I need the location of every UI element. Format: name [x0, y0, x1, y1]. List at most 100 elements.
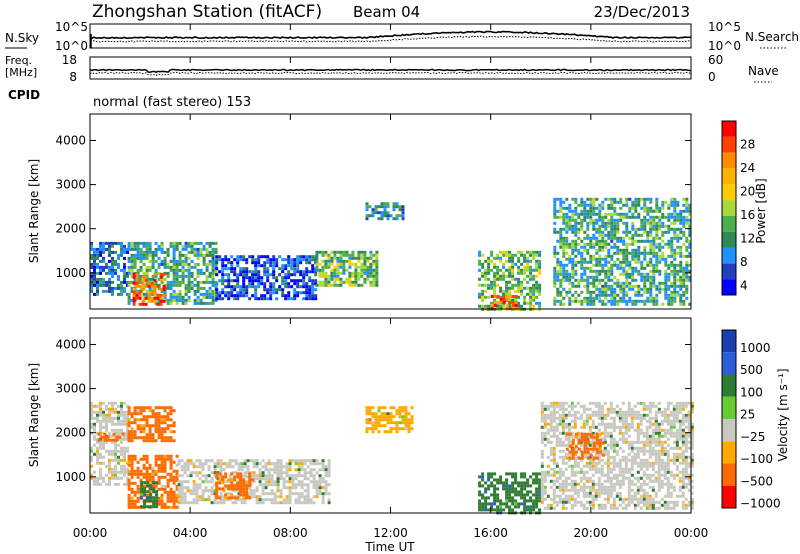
data-patch — [132, 272, 166, 306]
velocity-colorbar-tick: 25 — [740, 408, 755, 422]
time-tick-label: 04:00 — [173, 526, 208, 540]
y-tick-label: 2000 — [55, 426, 86, 440]
nave-line — [89, 71, 692, 76]
date-label: 23/Dec/2013 — [594, 3, 690, 21]
power-y-axis-label: Slant Range [km] — [27, 159, 41, 263]
data-patch — [215, 472, 255, 500]
power-colorbar-swatches: 28 24 20 16 12 8 4 — [721, 120, 755, 296]
y-tick-label: 3000 — [55, 178, 86, 192]
time-tick-label: 08:00 — [273, 526, 308, 540]
nave-label: Nave — [748, 64, 779, 78]
data-patch — [478, 472, 542, 515]
noise-sky-line — [89, 30, 691, 40]
power-colorbar-tick: 20 — [740, 185, 755, 199]
data-patch — [540, 401, 694, 510]
data-patch — [365, 406, 414, 434]
noise-search-line — [89, 35, 691, 43]
y-tick-label: 1000 — [55, 266, 86, 280]
time-tick-label: 16:00 — [473, 526, 508, 540]
data-patch — [127, 406, 176, 443]
data-patch — [490, 294, 518, 310]
velocity-colorbar-tick: −1000 — [740, 497, 781, 511]
velocity-colorbar-swatch — [722, 463, 736, 486]
velocity-colorbar-swatches: 1000 500 100 25 −25 −100 −500 −1000 — [721, 329, 781, 511]
power-colorbar-swatch — [722, 279, 736, 295]
noise-left-tick-top: 10^5 — [55, 20, 88, 34]
power-colorbar-tick: 12 — [740, 232, 755, 246]
y-tick-label: 1000 — [55, 470, 86, 484]
velocity-colorbar-tick: 500 — [740, 363, 763, 377]
velocity-colorbar-tick: −25 — [740, 430, 765, 444]
time-tick-label: 00:00 — [73, 526, 108, 540]
figure-title: Zhongshan Station (fitACF) — [92, 2, 322, 22]
power-colorbar-swatch — [722, 231, 736, 248]
velocity-y-axis: 1000 2000 3000 4000 — [55, 337, 691, 484]
velocity-colorbar-swatch — [722, 352, 736, 375]
data-patch — [365, 202, 405, 221]
power-y-axis: 1000 2000 3000 4000 — [55, 133, 691, 280]
frequency-label: Freq. — [5, 54, 32, 67]
time-tick-label: 12:00 — [373, 526, 408, 540]
velocity-colorbar-tick: 1000 — [740, 341, 771, 355]
nave-tick-top: 60 — [708, 53, 723, 67]
noise-right-tick-bottom: 10^0 — [708, 39, 741, 53]
noise-right-label: N.Search — [745, 30, 799, 44]
nave-tick-bottom: 0 — [708, 70, 716, 84]
power-colorbar-swatch — [722, 263, 736, 280]
y-tick-label: 4000 — [55, 337, 86, 351]
power-colorbar-swatch — [722, 184, 736, 201]
time-tick-label: 00:00 — [674, 526, 709, 540]
velocity-y-axis-label: Slant Range [km] — [27, 363, 41, 467]
power-heatmap — [90, 197, 692, 311]
frequency-line — [89, 68, 692, 74]
velocity-colorbar-swatch — [722, 396, 736, 420]
data-patch — [90, 241, 129, 296]
y-tick-label: 2000 — [55, 222, 86, 236]
frequency-unit-label: [MHz] — [5, 66, 37, 79]
data-patch — [140, 481, 159, 509]
power-colorbar-swatch — [722, 247, 736, 264]
cpid-label: CPID — [8, 88, 40, 102]
data-patch — [90, 401, 129, 486]
time-axis: 00:00 04:00 08:00 12:00 16:00 20:00 00:00 — [73, 24, 709, 540]
power-colorbar-tick: 16 — [740, 208, 755, 222]
velocity-colorbar-tick: 100 — [740, 385, 763, 399]
velocity-colorbar-swatch — [722, 441, 736, 464]
noise-panel: N.Sky 10^5 10^0 10^5 10^0 N.Search — [5, 20, 799, 53]
beam-label: Beam 04 — [353, 3, 420, 21]
power-colorbar-tick: 24 — [740, 161, 755, 175]
power-colorbar-swatch — [722, 136, 736, 153]
velocity-colorbar-swatch — [722, 374, 736, 397]
power-colorbar: 28 24 20 16 12 8 4 Power [dB] — [721, 120, 768, 296]
velocity-heatmap — [90, 401, 694, 515]
power-colorbar-tick: 4 — [740, 279, 748, 293]
power-colorbar-swatch — [722, 168, 736, 185]
time-axis-label: Time UT — [364, 540, 415, 554]
time-tick-label: 20:00 — [574, 526, 609, 540]
data-patch — [315, 250, 379, 287]
velocity-colorbar-swatch — [722, 419, 736, 442]
noise-right-tick-top: 10^5 — [708, 20, 741, 34]
power-colorbar-swatch — [722, 215, 736, 232]
power-colorbar-tick: 28 — [740, 138, 755, 152]
data-patch — [565, 432, 605, 460]
power-colorbar-swatch — [722, 200, 736, 216]
power-panel: 1000 2000 3000 4000 Slant Range [km] — [27, 113, 692, 311]
power-colorbar-label: Power [dB] — [754, 178, 768, 243]
power-colorbar-tick: 8 — [740, 255, 748, 269]
velocity-panel: 1000 2000 3000 4000 Slant Range [km] — [27, 317, 694, 515]
data-patch — [177, 459, 331, 505]
frequency-tick-bottom: 8 — [69, 70, 77, 84]
velocity-colorbar-swatch — [722, 330, 736, 353]
data-patch — [215, 255, 318, 301]
noise-left-tick-bottom: 10^0 — [55, 39, 88, 53]
velocity-colorbar: 1000 500 100 25 −25 −100 −500 −1000 Velocity [m… — [721, 329, 790, 511]
data-patch — [553, 197, 692, 306]
power-colorbar-swatch — [722, 121, 736, 137]
velocity-colorbar-swatch — [722, 485, 736, 509]
power-colorbar-swatch — [722, 152, 736, 169]
velocity-colorbar-label: Velocity [m s⁻¹] — [776, 368, 790, 461]
y-tick-label: 4000 — [55, 133, 86, 147]
frequency-tick-top: 18 — [62, 53, 77, 67]
